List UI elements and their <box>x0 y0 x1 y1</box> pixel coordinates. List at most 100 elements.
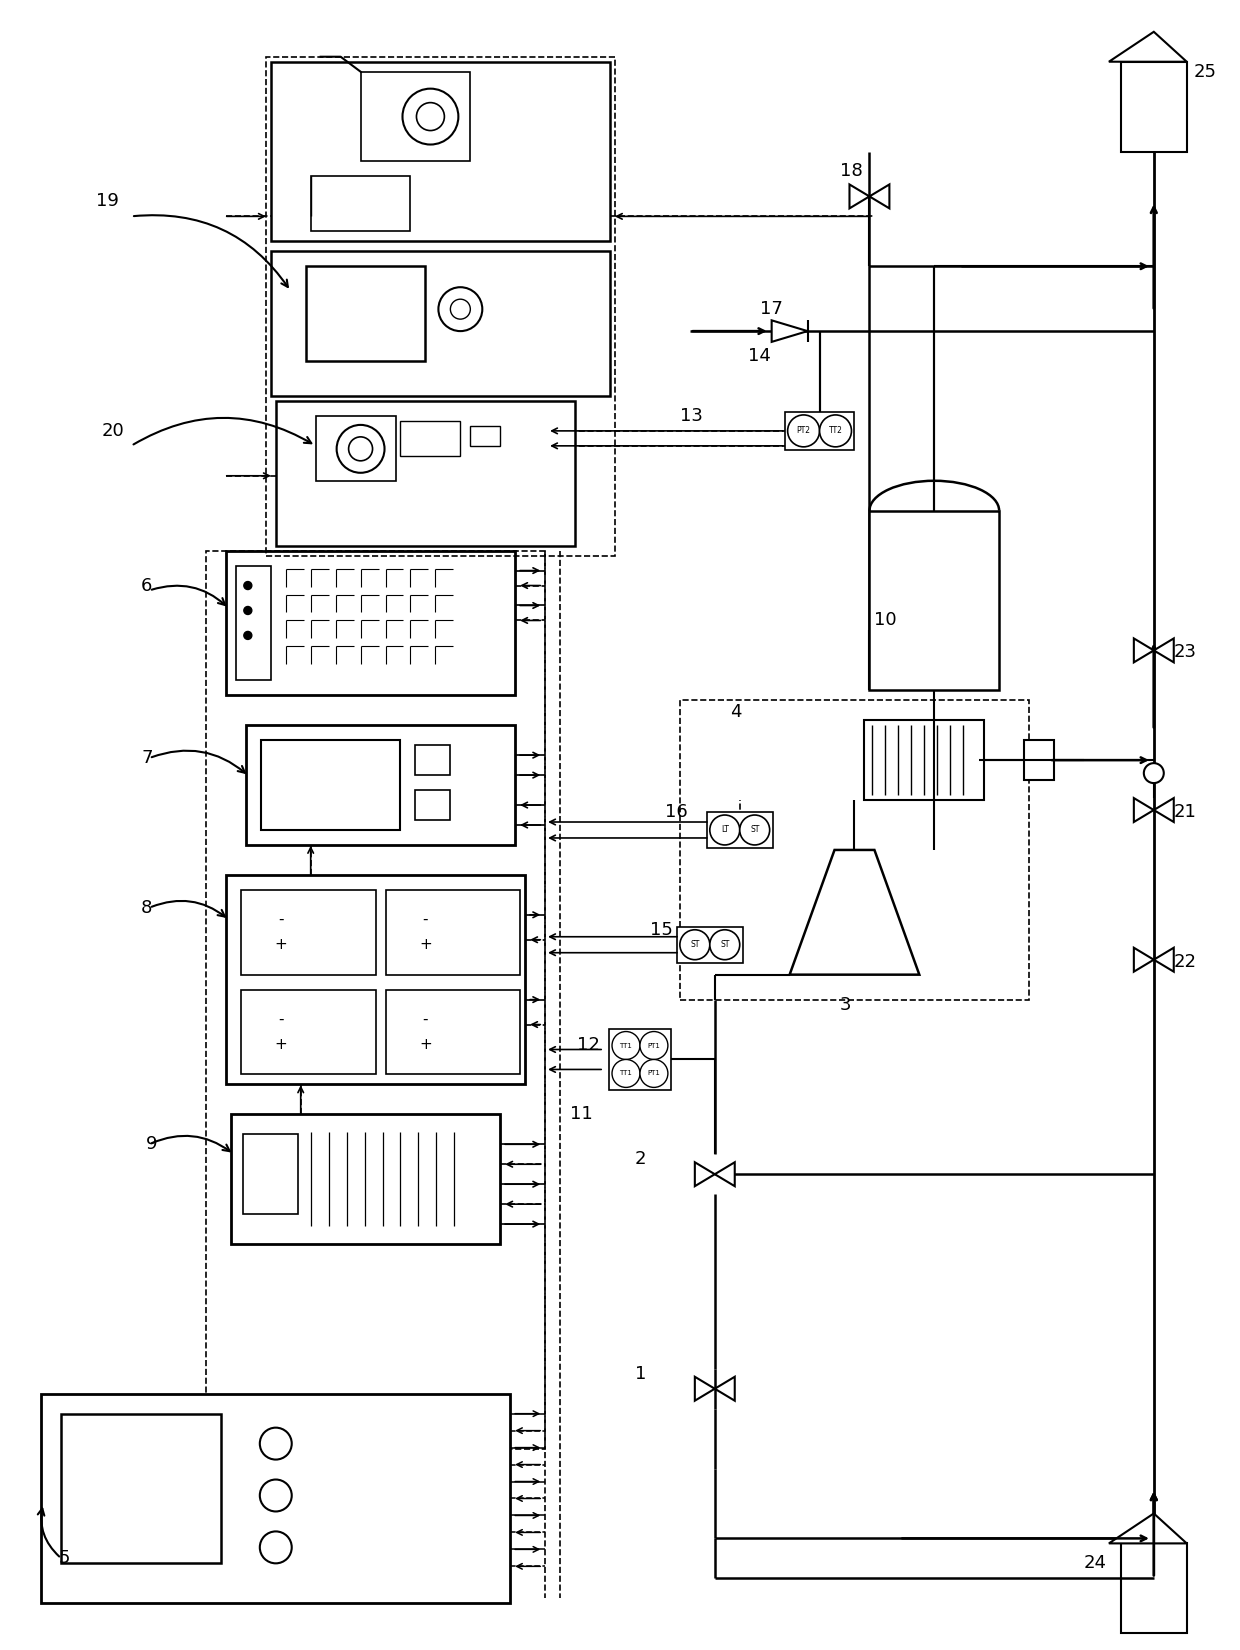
Circle shape <box>450 299 470 318</box>
Bar <box>386 889 521 975</box>
Circle shape <box>640 1031 668 1059</box>
Polygon shape <box>1133 947 1153 972</box>
Text: 6: 6 <box>141 576 153 594</box>
Circle shape <box>680 929 709 960</box>
Text: 10: 10 <box>874 612 897 629</box>
Text: LT: LT <box>720 825 729 835</box>
Polygon shape <box>849 185 869 208</box>
Polygon shape <box>1133 639 1153 662</box>
Polygon shape <box>1153 947 1174 972</box>
Text: 1: 1 <box>635 1365 646 1383</box>
Circle shape <box>244 607 252 614</box>
Circle shape <box>640 1059 668 1087</box>
Bar <box>260 741 401 830</box>
Circle shape <box>613 1031 640 1059</box>
Text: 23: 23 <box>1174 644 1197 662</box>
FancyArrowPatch shape <box>134 214 288 287</box>
Text: ST: ST <box>750 825 759 835</box>
Bar <box>243 1134 298 1214</box>
Text: ST: ST <box>691 940 699 949</box>
Bar <box>361 71 470 162</box>
Bar <box>41 1394 510 1604</box>
Polygon shape <box>694 1162 714 1186</box>
Bar <box>316 416 396 480</box>
Text: 21: 21 <box>1174 804 1197 822</box>
Circle shape <box>260 1531 291 1563</box>
Text: 15: 15 <box>650 921 673 939</box>
Polygon shape <box>771 320 807 342</box>
Text: 3: 3 <box>839 995 851 1013</box>
Bar <box>677 927 743 962</box>
Bar <box>415 746 450 776</box>
Text: 16: 16 <box>665 804 688 822</box>
Text: 7: 7 <box>141 749 153 767</box>
Bar <box>270 251 610 396</box>
Bar <box>470 426 500 446</box>
Text: 17: 17 <box>760 300 782 318</box>
Bar <box>265 56 615 556</box>
Bar <box>707 812 773 848</box>
Text: TT1: TT1 <box>620 1043 632 1048</box>
Circle shape <box>260 1480 291 1511</box>
Text: 13: 13 <box>680 408 703 426</box>
Text: TT2: TT2 <box>828 426 842 436</box>
Polygon shape <box>1109 31 1187 61</box>
Bar <box>246 726 516 845</box>
Bar <box>680 700 1029 1000</box>
Text: 11: 11 <box>570 1106 593 1124</box>
Text: +: + <box>274 937 288 952</box>
Bar <box>609 1028 671 1091</box>
Circle shape <box>336 426 384 474</box>
Text: -: - <box>278 1011 284 1026</box>
Circle shape <box>787 414 820 447</box>
Text: 4: 4 <box>730 703 742 721</box>
Text: 14: 14 <box>748 346 770 365</box>
Bar <box>869 512 999 690</box>
Text: 18: 18 <box>839 162 862 180</box>
Text: 19: 19 <box>97 193 119 211</box>
Bar <box>231 1114 500 1244</box>
Bar <box>226 551 516 695</box>
FancyArrowPatch shape <box>151 586 226 606</box>
Polygon shape <box>694 1376 714 1401</box>
Polygon shape <box>1153 799 1174 822</box>
Text: 5: 5 <box>58 1549 69 1568</box>
Text: 24: 24 <box>1084 1554 1107 1572</box>
Polygon shape <box>1133 799 1153 822</box>
Text: 2: 2 <box>635 1150 646 1168</box>
Circle shape <box>709 929 740 960</box>
Text: 22: 22 <box>1174 952 1197 970</box>
Bar <box>401 421 460 455</box>
Bar <box>275 401 575 546</box>
Bar <box>270 61 610 241</box>
Bar <box>241 889 376 975</box>
Polygon shape <box>869 185 889 208</box>
Text: -: - <box>423 912 428 927</box>
FancyArrowPatch shape <box>151 901 224 917</box>
Polygon shape <box>1153 639 1174 662</box>
Bar <box>241 990 376 1074</box>
FancyArrowPatch shape <box>37 1508 60 1556</box>
Circle shape <box>613 1059 640 1087</box>
Text: +: + <box>274 1036 288 1053</box>
Text: PT1: PT1 <box>647 1043 661 1048</box>
Polygon shape <box>714 1162 735 1186</box>
Circle shape <box>1143 764 1164 784</box>
Bar <box>785 412 854 450</box>
Circle shape <box>403 89 459 145</box>
Bar <box>311 177 410 231</box>
Bar <box>206 551 546 1449</box>
Text: 8: 8 <box>141 899 153 917</box>
Text: -: - <box>423 1011 428 1026</box>
Circle shape <box>260 1427 291 1460</box>
Circle shape <box>439 287 482 332</box>
Circle shape <box>244 581 252 589</box>
Text: 9: 9 <box>146 1135 157 1153</box>
Bar <box>1121 61 1187 152</box>
Text: ST: ST <box>720 940 729 949</box>
Bar <box>306 266 425 361</box>
Bar <box>386 990 521 1074</box>
Polygon shape <box>1109 1513 1187 1543</box>
Text: +: + <box>419 937 432 952</box>
Text: -: - <box>278 912 284 927</box>
